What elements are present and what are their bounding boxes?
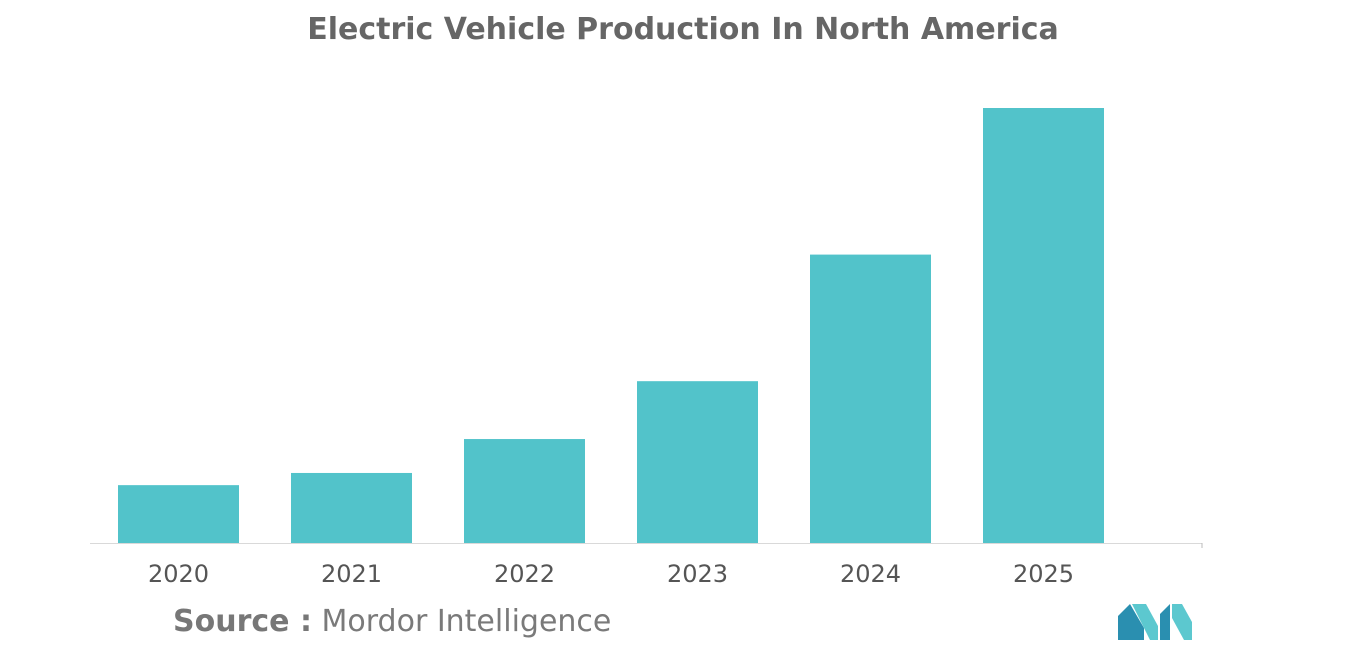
mordor-intelligence-logo-icon	[1118, 604, 1192, 640]
bar-2021	[291, 472, 412, 543]
bar-2023	[637, 381, 758, 543]
source-prefix: Source :	[173, 604, 312, 639]
bar-2022	[464, 439, 585, 543]
x-tick-label-2023: 2023	[667, 560, 728, 588]
source-name: Mordor Intelligence	[321, 604, 612, 639]
source-line: Source : Mordor Intelligence	[173, 604, 611, 639]
bar-chart: 2020 2021 2022 2023 2024 2025	[90, 108, 1203, 588]
bar-2024	[810, 254, 931, 543]
chart-title: Electric Vehicle Production In North Ame…	[307, 12, 1059, 47]
bars-layer	[118, 108, 1104, 543]
bar-2025	[983, 108, 1104, 543]
x-tick-label-2025: 2025	[1013, 560, 1074, 588]
x-tick-label-2024: 2024	[840, 560, 901, 588]
x-tick-label-2020: 2020	[148, 560, 209, 588]
x-tick-labels: 2020 2021 2022 2023 2024 2025	[148, 560, 1074, 588]
x-tick-label-2021: 2021	[321, 560, 382, 588]
x-tick-label-2022: 2022	[494, 560, 555, 588]
bar-2020	[118, 485, 239, 543]
